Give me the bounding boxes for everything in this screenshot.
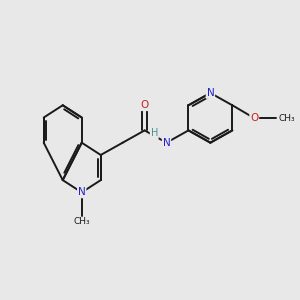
Text: N: N	[206, 88, 214, 98]
Text: O: O	[140, 100, 149, 110]
Text: CH₃: CH₃	[279, 114, 296, 123]
Text: N: N	[163, 138, 170, 148]
Text: CH₃: CH₃	[74, 218, 90, 226]
Text: N: N	[78, 188, 85, 197]
Text: O: O	[250, 113, 258, 123]
Text: H: H	[151, 128, 158, 138]
